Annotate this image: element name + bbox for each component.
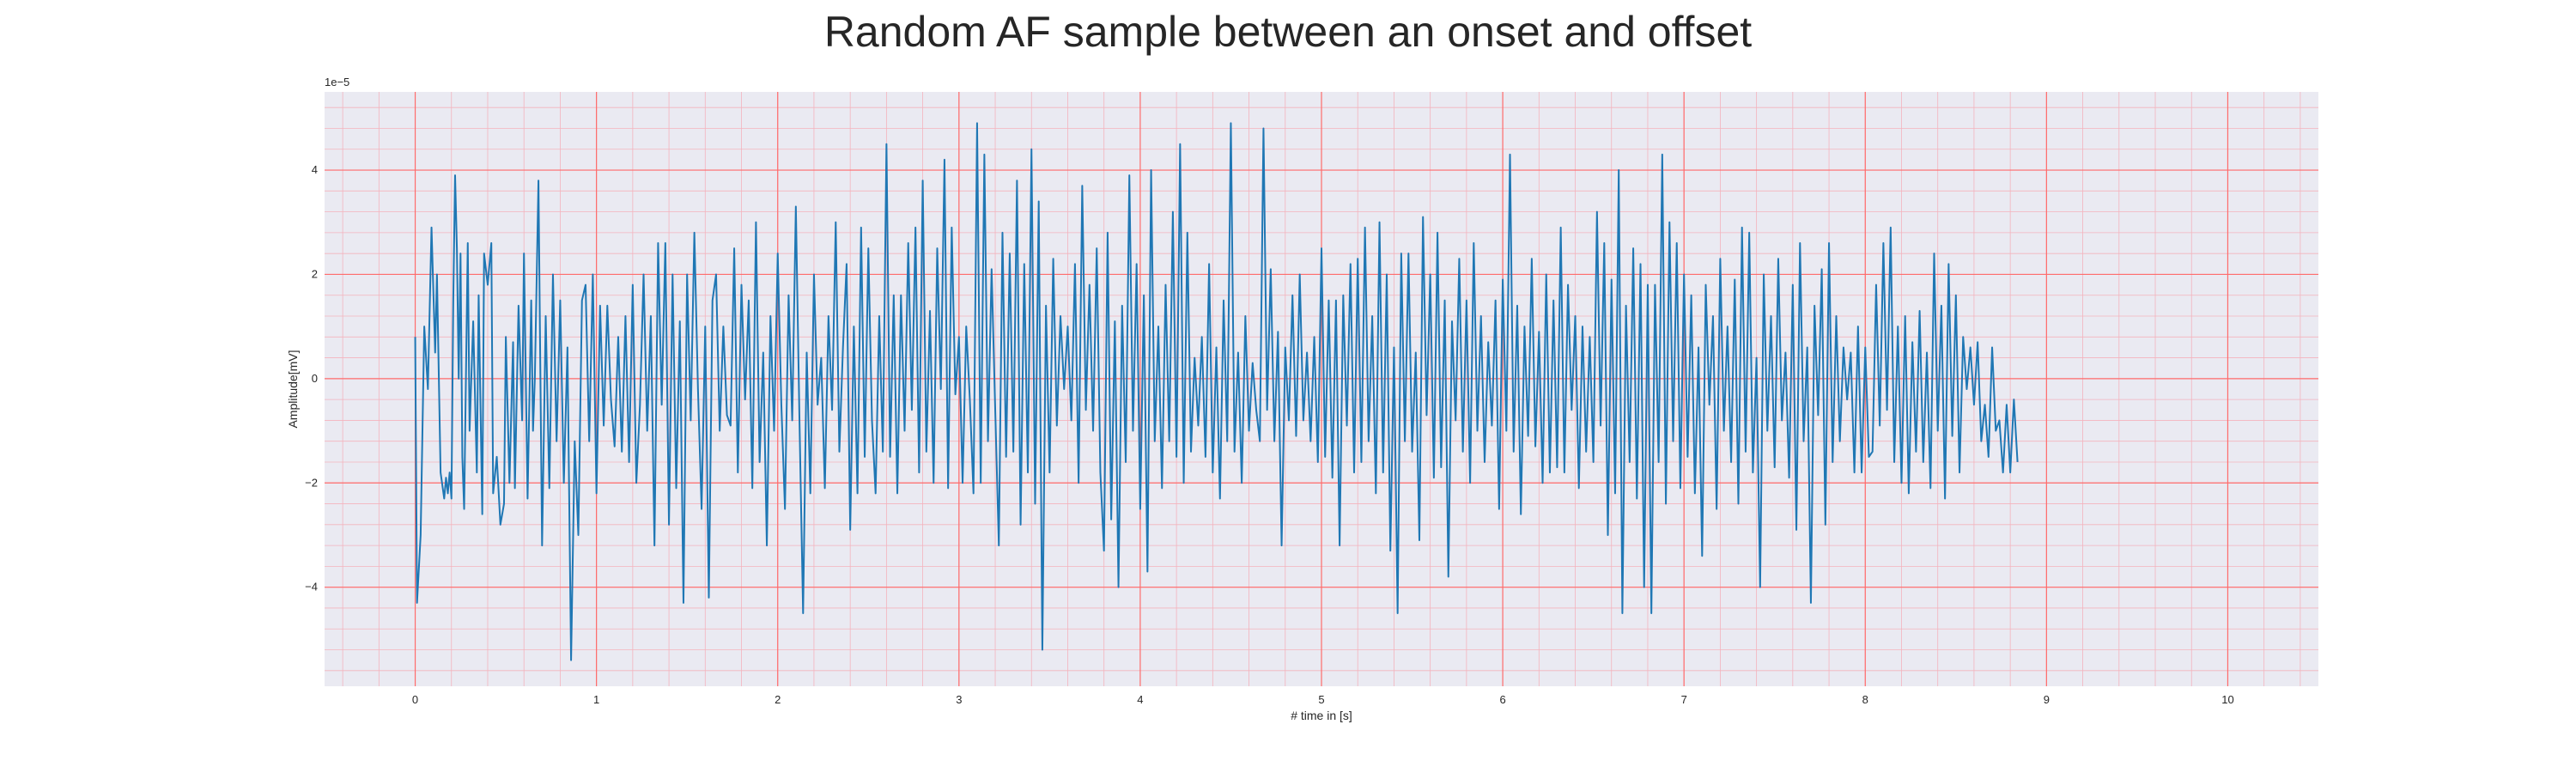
x-axis-label: # time in [s] bbox=[1291, 709, 1352, 722]
y-offset-label: 1e−5 bbox=[325, 76, 349, 88]
x-tick-label: 8 bbox=[1862, 693, 1868, 706]
x-tick-label: 7 bbox=[1681, 693, 1687, 706]
y-axis-label: Amplitude[mV] bbox=[286, 350, 300, 428]
x-tick-label: 10 bbox=[2221, 693, 2233, 706]
x-tick-labels: 0 1 2 3 4 5 6 7 8 9 10 bbox=[412, 693, 2234, 706]
y-tick-label: 2 bbox=[312, 267, 318, 280]
chart-title: Random AF sample between an onset and of… bbox=[824, 8, 1752, 56]
x-tick-label: 0 bbox=[412, 693, 418, 706]
x-tick-label: 6 bbox=[1499, 693, 1505, 706]
x-tick-label: 2 bbox=[775, 693, 781, 706]
x-tick-label: 5 bbox=[1318, 693, 1324, 706]
y-tick-label: −4 bbox=[305, 581, 318, 593]
y-tick-label: 4 bbox=[312, 163, 318, 176]
data-series bbox=[414, 122, 2019, 661]
series-line bbox=[414, 122, 2019, 661]
x-tick-label: 3 bbox=[956, 693, 962, 706]
x-tick-label: 9 bbox=[2044, 693, 2050, 706]
y-tick-label: 0 bbox=[312, 372, 318, 385]
y-tick-labels: −4 −2 0 2 4 bbox=[305, 163, 318, 593]
x-tick-label: 4 bbox=[1137, 693, 1143, 706]
x-tick-label: 1 bbox=[593, 693, 599, 706]
y-tick-label: −2 bbox=[305, 476, 318, 489]
